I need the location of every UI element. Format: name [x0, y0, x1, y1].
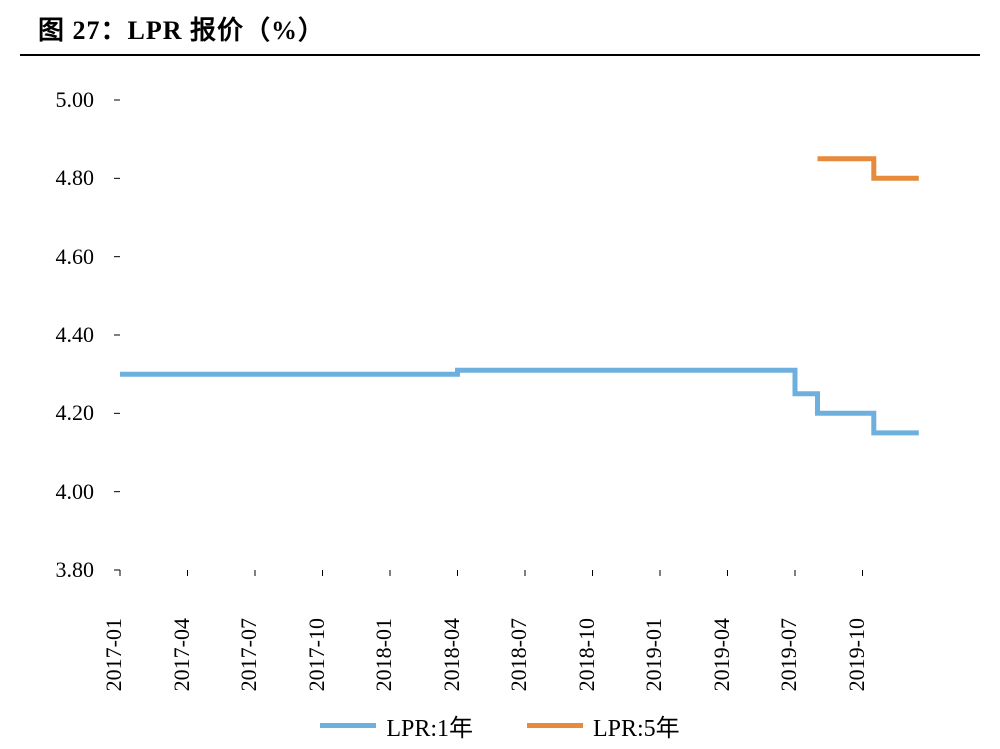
chart-svg [50, 90, 950, 610]
x-tick-label: 2018-04 [439, 618, 465, 691]
x-tick-label: 2017-01 [101, 618, 127, 691]
series-lpr_5y [818, 159, 919, 179]
figure-container: 图 27：LPR 报价（%） 3.804.004.204.404.604.805… [0, 0, 1000, 749]
x-tick-label: 2017-10 [304, 618, 330, 691]
x-tick-label: 2019-10 [844, 618, 870, 691]
y-tick-label: 4.40 [34, 322, 100, 348]
y-tick-label: 4.00 [34, 479, 100, 505]
y-tick-label: 4.20 [34, 400, 100, 426]
legend-item-lpr-5y: LPR:5年 [527, 708, 680, 743]
legend-item-lpr-1y: LPR:1年 [320, 708, 473, 743]
chart-title: 图 27：LPR 报价（%） [38, 10, 325, 47]
legend-swatch-lpr-1y [320, 723, 376, 728]
x-tick-label: 2017-04 [169, 618, 195, 691]
x-tick-label: 2018-10 [574, 618, 600, 691]
x-tick-label: 2018-07 [506, 618, 532, 691]
legend-swatch-lpr-5y [527, 723, 583, 728]
legend-label-lpr-1y: LPR:1年 [386, 708, 473, 743]
series-lpr_1y [120, 370, 919, 433]
x-tick-label: 2019-04 [709, 618, 735, 691]
y-tick-label: 4.80 [34, 165, 100, 191]
plot-area: 3.804.004.204.404.604.805.002017-012017-… [50, 90, 950, 610]
x-tick-label: 2017-07 [236, 618, 262, 691]
title-rule [20, 54, 980, 56]
y-tick-label: 4.60 [34, 244, 100, 270]
y-tick-label: 5.00 [34, 87, 100, 113]
x-tick-label: 2019-07 [776, 618, 802, 691]
y-tick-label: 3.80 [34, 557, 100, 583]
legend-label-lpr-5y: LPR:5年 [593, 708, 680, 743]
x-tick-label: 2019-01 [641, 618, 667, 691]
x-tick-label: 2018-01 [371, 618, 397, 691]
legend: LPR:1年 LPR:5年 [0, 708, 1000, 743]
